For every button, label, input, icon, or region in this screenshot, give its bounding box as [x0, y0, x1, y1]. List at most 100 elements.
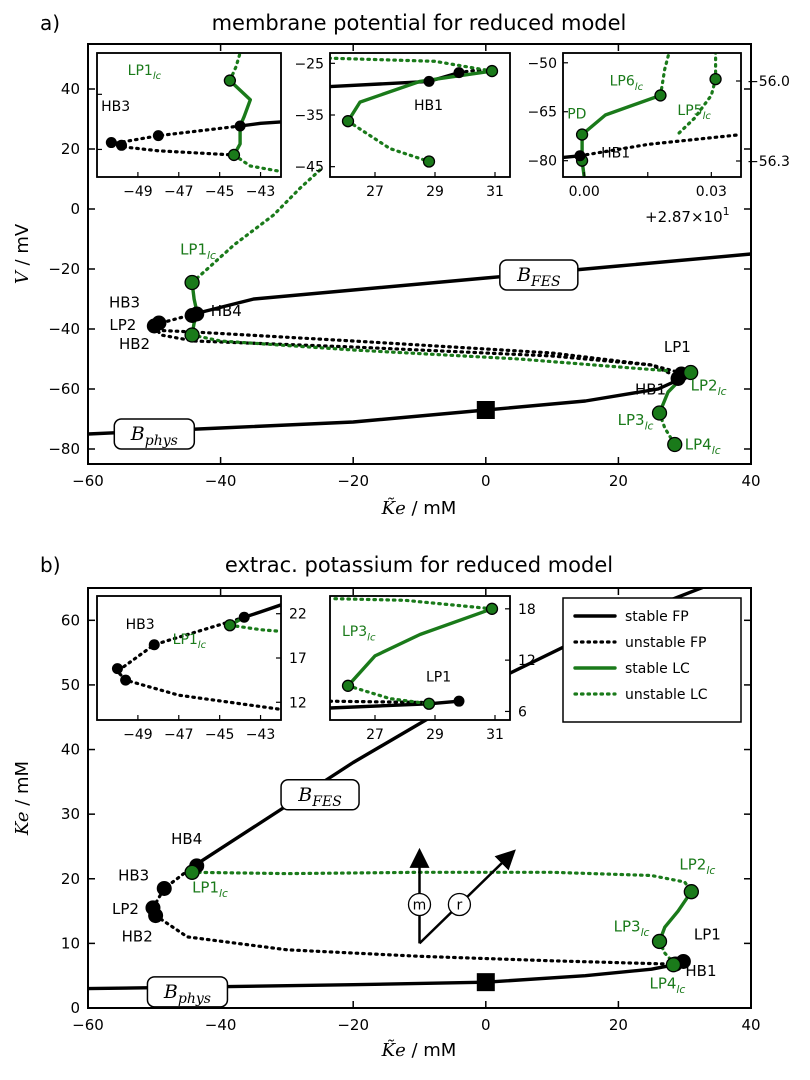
inset-point — [111, 663, 123, 675]
branch-label-box — [280, 779, 360, 811]
inset-y-tick-label: −45 — [294, 160, 324, 176]
inset-a1: LP1lc HB3 −49 −47 −45 −43 — [96, 52, 282, 200]
inset-x-tick-label: −45 — [205, 727, 235, 743]
y-tick-label: −80 — [48, 440, 80, 458]
x-tick-label: −60 — [72, 1016, 104, 1034]
y-tick-label: 40 — [61, 741, 80, 759]
inset-point — [116, 139, 128, 151]
x-axis-label: K̃e / mM — [381, 497, 457, 519]
inset-frame — [329, 595, 511, 721]
point-state — [476, 401, 495, 419]
point-state — [476, 973, 495, 992]
point-label: LP3lc — [614, 917, 650, 939]
x-tick-label: 40 — [741, 1016, 760, 1034]
inset-label: LP5lc — [677, 103, 711, 122]
inset-point — [575, 128, 589, 141]
point-LP4lc — [667, 436, 683, 453]
inset-plot — [330, 597, 499, 710]
point-LP1lc-b — [184, 327, 200, 343]
legend-label: unstable FP — [625, 635, 706, 651]
x-tick-label: 20 — [609, 1016, 628, 1034]
offset-text: +2.87×101 — [645, 205, 730, 226]
inset-x-tick-label: −47 — [164, 727, 194, 743]
inset-x-tick-label: 29 — [426, 727, 444, 743]
inset-point — [485, 64, 499, 78]
point-HB1 — [670, 371, 686, 386]
inset-frame-bg — [562, 52, 742, 178]
inset-a2: HB1 27 29 31 −25 −35 −45 — [294, 52, 511, 200]
inset-line — [346, 607, 494, 688]
inset-frame — [562, 52, 742, 178]
point-HB2 — [148, 908, 164, 924]
plot-frame — [87, 43, 752, 465]
legend-label: unstable LC — [625, 687, 708, 703]
point-LP2lc — [683, 884, 699, 900]
inset-line — [330, 56, 494, 73]
y-tick-label: 20 — [61, 140, 80, 158]
series-line — [190, 870, 693, 894]
point-LP3lc — [651, 405, 668, 421]
plot-frame — [87, 587, 752, 1009]
inset-point — [105, 137, 117, 149]
inset-line — [238, 120, 281, 128]
inset-point — [423, 75, 435, 87]
inset-y-tick-label: 17 — [289, 651, 307, 667]
inset-label: LP6lc — [610, 74, 644, 93]
panel-label: b) — [40, 553, 61, 577]
inset-line — [346, 119, 431, 164]
point-label: HB4 — [211, 302, 242, 320]
inset-y-tick-label: 12 — [518, 653, 536, 669]
y-tick-label: 50 — [61, 676, 80, 694]
inset-y-tick-label: −80 — [527, 154, 557, 170]
inset-x-tick-label: −49 — [123, 727, 153, 743]
point-label: HB2 — [119, 335, 150, 353]
x-tick-label: −20 — [337, 1016, 369, 1034]
y-tick-label: 0 — [70, 999, 80, 1017]
inset-y-tick-label: 22 — [289, 607, 307, 623]
point-label: LP4lc — [649, 975, 685, 997]
inset-plot — [330, 56, 499, 168]
point-label: HB2 — [122, 928, 153, 946]
inset-point — [422, 697, 436, 710]
x-axis-label: K̃e / mM — [381, 1039, 457, 1061]
inset-x-tick-label: 0.00 — [569, 184, 600, 200]
point-LP3lc — [651, 933, 668, 950]
panel-label: a) — [40, 11, 60, 35]
inset-y-tick-label: 6 — [518, 704, 527, 720]
point-label: LP2lc — [691, 377, 727, 399]
inset-label: HB1 — [601, 145, 630, 161]
inset-point — [341, 679, 355, 692]
y-tick-label: −20 — [48, 260, 80, 278]
legend-box — [562, 597, 742, 723]
branch-label-box — [113, 418, 196, 450]
y-tick-label: 0 — [70, 200, 80, 218]
point-HB4 — [189, 306, 205, 322]
point-label: LP4lc — [685, 436, 721, 458]
point-LP1lc — [184, 274, 200, 291]
x-tick-label: −40 — [205, 1016, 237, 1034]
point-label: LP1lc — [192, 878, 228, 900]
inset-frame-bg — [329, 595, 511, 721]
inset-point — [223, 74, 237, 87]
point-label: LP2 — [112, 900, 139, 918]
branch-label: BFES — [516, 264, 561, 290]
branch-label: Bphys — [130, 423, 178, 449]
inset-y-tick-label: 12 — [289, 695, 307, 711]
y-tick-label: 10 — [61, 934, 80, 952]
inset-x-tick-label: 0.03 — [696, 184, 727, 200]
y-tick-label: 40 — [61, 80, 80, 98]
inset-line — [578, 133, 741, 158]
inset-label: HB1 — [414, 98, 443, 114]
inset-line — [242, 603, 281, 619]
y-tick-label: −40 — [48, 320, 80, 338]
x-tick-label: 0 — [481, 472, 491, 490]
series-line — [192, 252, 751, 316]
inset-point — [148, 639, 160, 651]
inset-x-tick-label: −45 — [205, 184, 235, 200]
series-line — [657, 939, 677, 966]
point-label: HB1 — [635, 381, 666, 399]
inset-x-tick-label: −47 — [164, 184, 194, 200]
inset-frame-bg — [96, 52, 282, 178]
inset-x-tick-label: 27 — [366, 184, 384, 200]
